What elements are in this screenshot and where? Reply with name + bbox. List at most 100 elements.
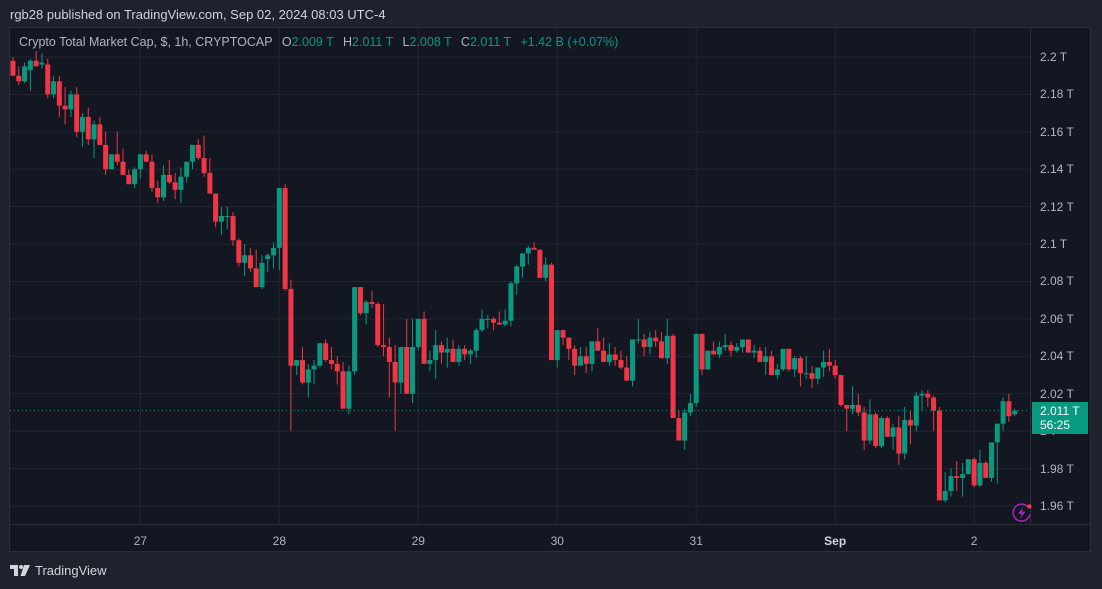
candle — [328, 360, 334, 364]
candle — [410, 346, 416, 394]
price-tick-label: 2.1 T — [1040, 237, 1068, 252]
candle — [682, 412, 688, 441]
time-tick-label: 28 — [272, 534, 287, 548]
candle — [317, 343, 323, 366]
candle — [201, 158, 207, 173]
candle — [693, 333, 699, 404]
candle — [462, 348, 468, 355]
candle — [56, 81, 62, 106]
candle — [27, 60, 33, 71]
candle — [392, 361, 398, 383]
price-tick-label: 2.04 T — [1040, 349, 1074, 364]
published-by-header: rgb28 published on TradingView.com, Sep … — [10, 7, 386, 22]
candle — [91, 124, 97, 140]
candle — [282, 187, 288, 289]
candle — [288, 288, 294, 366]
candle — [647, 337, 653, 347]
candle — [722, 345, 728, 347]
candle — [751, 350, 757, 353]
candle — [1012, 410, 1018, 415]
candle — [502, 320, 508, 325]
candle — [595, 341, 601, 351]
candle — [189, 144, 195, 162]
candle — [606, 354, 612, 362]
candle — [728, 345, 734, 351]
candle — [496, 322, 502, 325]
open-label: O — [281, 35, 292, 49]
time-tick-label: 31 — [689, 534, 703, 548]
price-tick-label: 2.2 T — [1040, 50, 1068, 64]
price-tick-label: 1.98 T — [1040, 461, 1074, 476]
candle — [126, 174, 132, 185]
bar-countdown: 56:25 — [1040, 418, 1071, 432]
symbol-title[interactable]: Crypto Total Market Cap, $, 1h, CRYPTOCA… — [19, 35, 273, 49]
candle — [757, 350, 763, 362]
candle — [902, 419, 908, 454]
candle — [740, 339, 746, 347]
candle — [33, 60, 39, 67]
candle — [653, 337, 659, 342]
candle — [821, 361, 827, 368]
candle — [890, 427, 896, 437]
price-tick-label: 2.12 T — [1040, 199, 1074, 214]
candle — [473, 330, 479, 351]
candle — [832, 365, 838, 376]
high-value: 2.011 T — [352, 35, 394, 49]
candle — [630, 339, 636, 381]
candle — [404, 346, 410, 394]
candle — [340, 371, 346, 409]
candle — [577, 356, 583, 366]
candle — [108, 154, 114, 170]
candle — [514, 266, 520, 284]
candle — [253, 268, 259, 288]
candle — [711, 350, 717, 355]
candle — [925, 393, 931, 398]
candle — [554, 330, 560, 361]
candle — [161, 174, 167, 198]
change-value: +1.42 B (+0.07%) — [520, 35, 619, 49]
candle — [218, 216, 224, 222]
candle — [294, 360, 300, 366]
candle — [745, 339, 751, 353]
candle — [132, 169, 138, 185]
candle — [508, 283, 514, 321]
candle — [855, 404, 861, 413]
candle — [149, 161, 155, 188]
candle — [247, 255, 253, 269]
price-tick-label: 2.08 T — [1040, 274, 1074, 289]
candle — [566, 337, 572, 349]
candle — [444, 348, 450, 353]
price-tick-label: 2.18 T — [1040, 87, 1074, 102]
candle — [826, 361, 832, 366]
candle — [51, 81, 57, 95]
candle — [525, 247, 531, 254]
high-label: H — [343, 35, 353, 49]
candle — [907, 419, 913, 426]
candle — [398, 346, 404, 383]
tradingview-logo[interactable]: TradingView — [10, 563, 107, 578]
candle — [850, 404, 856, 409]
candle — [103, 144, 109, 170]
candle — [479, 318, 485, 331]
candle — [1000, 401, 1006, 424]
candle — [797, 358, 803, 374]
candle — [415, 318, 421, 347]
candle — [844, 404, 850, 409]
candle — [363, 302, 369, 314]
candle — [716, 346, 722, 355]
price-tick-label: 2.06 T — [1040, 311, 1074, 326]
alert-lightning-icon[interactable] — [1011, 502, 1033, 524]
candle — [207, 172, 213, 194]
candle — [989, 442, 995, 478]
candle — [456, 348, 462, 362]
candle — [809, 373, 815, 379]
candle — [612, 354, 618, 361]
candle — [658, 341, 664, 359]
time-tick-label: 2 — [970, 534, 978, 548]
close-label: C — [460, 35, 470, 49]
candle — [867, 414, 873, 441]
low-value: 2.008 T — [409, 35, 452, 49]
candle — [421, 318, 427, 364]
candle — [543, 264, 549, 278]
